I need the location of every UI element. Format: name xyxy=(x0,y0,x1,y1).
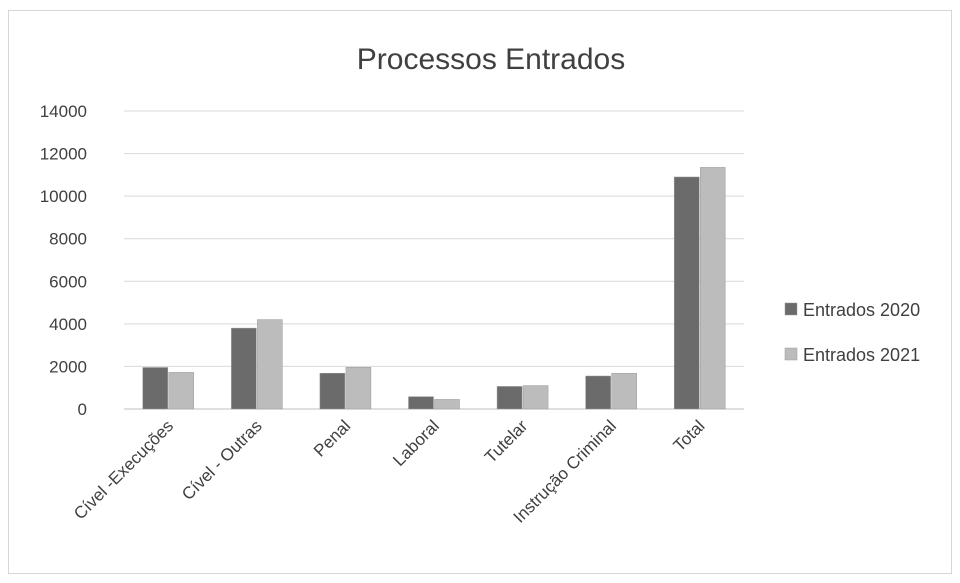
x-axis-labels: Cível -Execuções Cível - Outras Penal Labor… xyxy=(70,416,708,527)
bar-2021 xyxy=(611,372,637,410)
bar-2020 xyxy=(673,176,700,410)
y-tick-label: 6000 xyxy=(49,272,87,291)
y-tick-label: 10000 xyxy=(40,187,87,206)
bar-2021 xyxy=(522,385,549,410)
bar-2021 xyxy=(257,319,283,410)
bar-2021 xyxy=(345,367,372,410)
y-tick-label: 4000 xyxy=(49,315,87,334)
bar-2020 xyxy=(408,396,434,410)
bar-2021 xyxy=(699,167,726,410)
legend-label: Entrados 2020 xyxy=(803,300,920,320)
x-category-label: Cível -Execuções xyxy=(70,416,177,523)
x-category-label: Cível - Outras xyxy=(178,416,266,504)
legend-label: Entrados 2021 xyxy=(803,345,920,365)
bar-2020 xyxy=(142,367,169,410)
chart-frame: Processos Entrados 0 2000 4000 6000 8000 1000… xyxy=(8,10,952,574)
legend: Entrados 2020 Entrados 2021 xyxy=(784,300,920,365)
x-category-label: Tutelar xyxy=(481,416,532,467)
y-tick-label: 12000 xyxy=(40,145,87,164)
x-category-label: Penal xyxy=(310,416,354,460)
chart-title: Processos Entrados xyxy=(357,43,625,76)
bar-2021 xyxy=(168,372,195,410)
legend-swatch xyxy=(784,347,798,361)
bar-2020 xyxy=(496,386,523,410)
bar-2020 xyxy=(231,327,257,410)
y-tick-label: 8000 xyxy=(49,230,87,249)
legend-swatch xyxy=(784,302,798,316)
y-tick-label: 14000 xyxy=(40,102,87,121)
bar-chart: Processos Entrados 0 2000 4000 6000 8000 1000… xyxy=(40,43,920,527)
y-axis-ticks: 0 2000 4000 6000 8000 10000 12000 14000 xyxy=(40,102,87,419)
y-tick-label: 0 xyxy=(78,400,87,419)
y-tick-label: 2000 xyxy=(49,357,87,376)
bar-2020 xyxy=(319,372,346,410)
x-category-label: Total xyxy=(670,416,709,455)
gridlines xyxy=(124,110,744,410)
bar-2021 xyxy=(434,399,460,410)
bar-2020 xyxy=(585,375,611,410)
bars xyxy=(142,167,726,410)
x-category-label: Laboral xyxy=(389,416,443,470)
